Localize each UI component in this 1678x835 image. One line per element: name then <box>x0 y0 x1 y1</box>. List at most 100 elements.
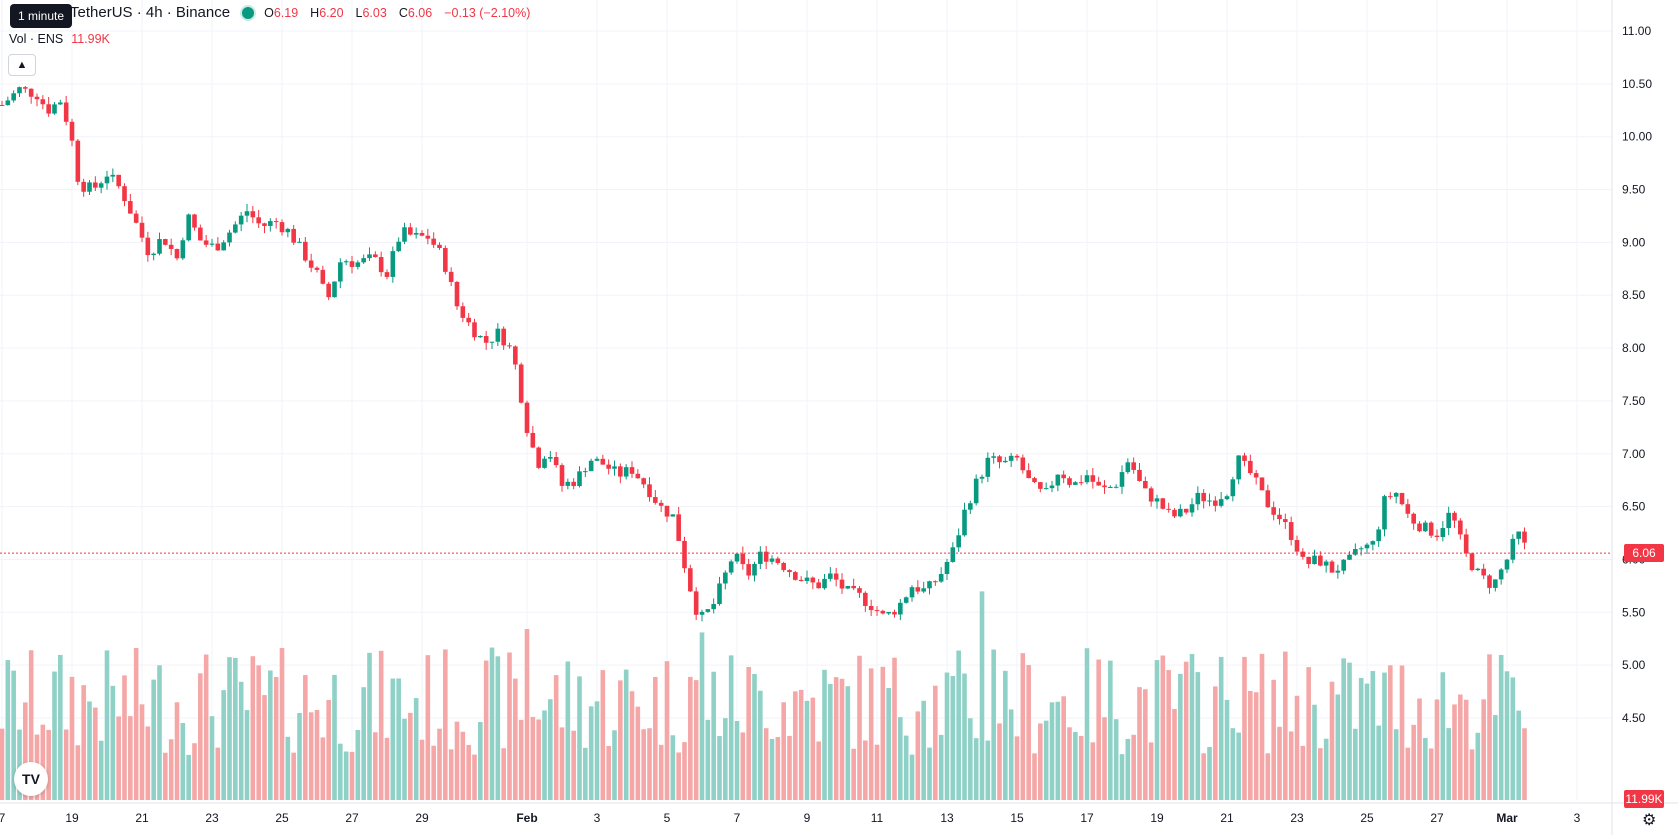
volume-bar <box>326 699 331 800</box>
volume-bar <box>1312 704 1317 800</box>
candle-body <box>956 535 961 548</box>
x-tick-label: 23 <box>205 811 219 825</box>
volume-bar <box>752 673 757 800</box>
candle-body <box>466 317 471 323</box>
y-tick-label: 10.50 <box>1622 77 1652 91</box>
candle-body <box>116 174 121 187</box>
candle-body <box>163 239 168 245</box>
candle-body <box>1154 498 1160 502</box>
candle-body <box>1248 460 1253 474</box>
candle-body <box>343 261 349 263</box>
candle-body <box>1522 531 1527 543</box>
candle-body <box>75 140 81 182</box>
candle-body <box>559 465 565 486</box>
candle-body <box>746 564 751 576</box>
candle-body <box>1353 548 1358 555</box>
x-tick-label: 19 <box>1150 811 1164 825</box>
volume-bar <box>384 737 390 800</box>
candle-body <box>1026 470 1031 479</box>
volume-bar <box>571 730 576 800</box>
collapse-legend-button[interactable]: ▲ <box>8 54 36 76</box>
volume-bar <box>938 734 944 800</box>
candle-body <box>1119 472 1125 487</box>
volume-bar <box>1364 683 1370 800</box>
volume-bar <box>653 676 658 800</box>
volume-bar <box>851 748 856 800</box>
candle-body <box>606 464 611 469</box>
volume-bar <box>898 717 903 800</box>
volume-bar <box>839 678 845 800</box>
volume-bar <box>209 716 215 800</box>
candle-body <box>1428 522 1434 536</box>
volume-bar <box>198 673 203 800</box>
volume-bar <box>227 657 232 800</box>
volume-bar <box>664 661 670 800</box>
candle-body <box>944 561 950 575</box>
volume-bar <box>1323 738 1329 800</box>
candle-body <box>408 227 413 235</box>
volume-bar <box>600 670 606 800</box>
candle-body <box>1073 482 1078 485</box>
candle-body <box>419 232 425 236</box>
candle-body <box>1131 462 1136 470</box>
volume-bar <box>763 728 769 800</box>
symbol-title[interactable]: TetherUS · 4h · Binance <box>70 4 231 21</box>
candle-body <box>1166 508 1171 510</box>
candle-body <box>244 211 250 216</box>
x-tick-label: 5 <box>664 811 671 825</box>
x-tick-label: 27 <box>1430 811 1444 825</box>
volume-bar <box>437 728 442 800</box>
candle-body <box>1382 496 1387 530</box>
candle-body <box>378 257 384 273</box>
candle-body <box>186 214 191 241</box>
volume-bar <box>233 657 238 800</box>
volume-bar <box>1294 695 1300 800</box>
x-tick-label: Mar <box>1496 811 1518 825</box>
candle-body <box>705 609 711 612</box>
candle-body <box>1423 522 1428 532</box>
volume-legend[interactable]: Vol · ENS 11.99K <box>9 32 110 46</box>
candle-body <box>752 563 757 576</box>
candle-body <box>256 217 261 224</box>
volume-bar <box>1090 742 1096 800</box>
candle-body <box>1329 561 1335 573</box>
candle-body <box>991 456 996 458</box>
volume-bar <box>104 650 110 800</box>
x-tick-label: 19 <box>65 811 79 825</box>
volume-bar <box>466 744 471 800</box>
volume-bar <box>892 657 897 800</box>
tradingview-logo[interactable]: TV <box>14 762 48 796</box>
candle-body <box>1218 499 1224 506</box>
volume-bar <box>1248 690 1253 800</box>
candle-body <box>349 261 355 267</box>
volume-bar <box>1399 665 1405 800</box>
volume-bar <box>804 700 810 800</box>
candle-body <box>612 466 617 469</box>
candle-body <box>87 182 92 192</box>
volume-bar <box>1230 728 1236 800</box>
candle-body <box>209 243 215 245</box>
volume-bar <box>168 739 174 800</box>
x-tick-label: 7 <box>0 811 6 825</box>
volume-bar <box>361 687 366 800</box>
volume-bar <box>1020 653 1026 800</box>
volume-bar <box>180 723 186 800</box>
candle-body <box>664 505 670 517</box>
candle-body <box>728 561 734 573</box>
candle-body <box>1236 455 1241 480</box>
volume-bar <box>250 656 256 800</box>
gear-icon[interactable]: ⚙ <box>1642 812 1657 829</box>
candle-body <box>1469 553 1475 571</box>
candle-body <box>641 478 646 485</box>
volume-bar <box>396 678 401 800</box>
candle-body <box>676 514 681 541</box>
volume-bar <box>145 726 151 800</box>
volume-bar <box>1300 745 1306 800</box>
volume-bar <box>1148 742 1154 800</box>
candle-body <box>69 121 75 141</box>
y-tick-label: 8.00 <box>1622 341 1646 355</box>
y-tick-label: 9.50 <box>1622 183 1646 197</box>
candle-body <box>1370 541 1376 545</box>
volume-bar <box>1119 754 1125 800</box>
